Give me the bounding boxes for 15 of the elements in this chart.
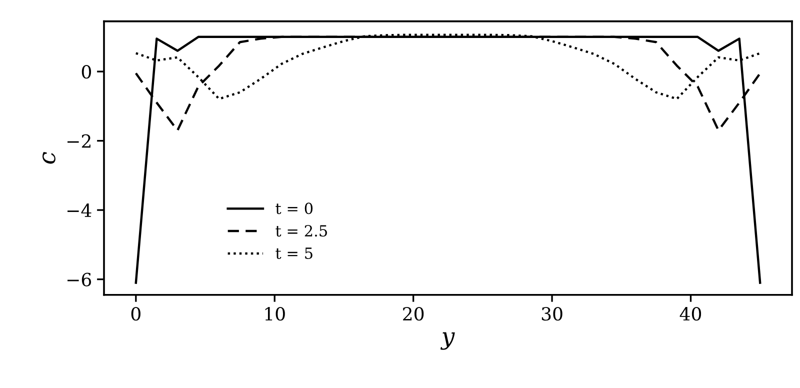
y-tick-label: −4 — [67, 204, 92, 217]
line-series — [134, 36, 762, 284]
x-axis-title: y — [440, 332, 455, 350]
legend-label: t = 2.5 — [276, 225, 327, 237]
y-tick-label: 0 — [82, 65, 91, 79]
legend-label: t = 5 — [276, 248, 312, 260]
x-tick-label: 20 — [403, 307, 424, 321]
y-tick-label: −2 — [67, 134, 90, 148]
y-tick-label: −6 — [67, 272, 92, 286]
y-axis-title: c — [42, 152, 56, 164]
x-tick-label: 40 — [680, 307, 702, 321]
x-tick-label: 30 — [542, 307, 562, 321]
x-tick-label: 10 — [265, 307, 285, 321]
legend-label: t = 0 — [276, 202, 313, 214]
x-tick-label: 0 — [131, 307, 140, 321]
